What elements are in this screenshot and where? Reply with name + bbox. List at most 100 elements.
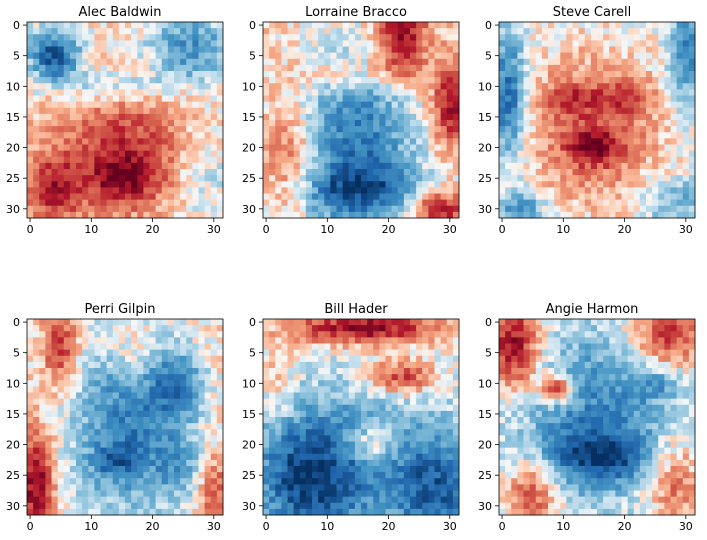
heatmap-cell [125, 325, 132, 332]
heatmap-cell [186, 355, 193, 363]
heatmap-cell [609, 52, 616, 60]
heatmap-cell [186, 193, 193, 201]
heatmap-cell [161, 144, 169, 152]
heatmap-cell [391, 423, 399, 430]
heatmap-cell [100, 429, 108, 436]
heatmap-cell [161, 508, 169, 516]
heatmap-cell [287, 410, 295, 418]
heatmap-cell [664, 187, 671, 194]
heatmap-cell [299, 46, 307, 54]
heatmap-cell [452, 132, 460, 139]
heatmap-cell [149, 368, 157, 375]
heatmap-cell [155, 398, 163, 406]
heatmap-cell [385, 138, 393, 145]
heatmap-cell [397, 199, 405, 207]
heatmap-cell [682, 144, 690, 152]
heatmap-cell [572, 107, 580, 115]
heatmap-cell [633, 52, 641, 60]
heatmap-cell [161, 169, 169, 176]
heatmap-cell [330, 441, 337, 449]
heatmap-cell [51, 404, 59, 412]
heatmap-cell [137, 162, 144, 170]
heatmap-cell [204, 472, 212, 479]
heatmap-cell [198, 40, 206, 47]
heatmap-cell [379, 447, 386, 455]
heatmap-cell [434, 325, 442, 332]
heatmap-cell [125, 417, 132, 424]
heatmap-cell [287, 199, 295, 207]
heatmap-cell [198, 64, 206, 72]
heatmap-cell [403, 331, 411, 338]
heatmap-cell [69, 187, 77, 194]
heatmap-cell [131, 466, 138, 473]
heatmap-cell [94, 423, 101, 430]
heatmap-cell [397, 113, 405, 121]
heatmap-cell [646, 22, 653, 29]
heatmap-cell [529, 71, 537, 78]
heatmap-cell [676, 89, 684, 96]
heatmap-cell [100, 325, 108, 332]
heatmap-cell [118, 107, 126, 115]
heatmap-cell [51, 466, 59, 473]
heatmap-cell [112, 64, 120, 72]
heatmap-cell [100, 193, 108, 201]
heatmap-cell [293, 386, 301, 393]
heatmap-cell [131, 46, 138, 54]
heatmap-cell [192, 95, 199, 103]
heatmap-cell [131, 83, 138, 90]
heatmap-cell [167, 398, 175, 406]
heatmap-cell [511, 77, 518, 84]
heatmap-cell [63, 64, 71, 72]
heatmap-cell [541, 52, 549, 60]
heatmap-cell [155, 169, 163, 176]
heatmap-cell [664, 156, 671, 164]
heatmap-cell [633, 132, 641, 139]
heatmap-cell [39, 417, 46, 424]
heatmap-cell [192, 40, 199, 47]
heatmap-cell [174, 404, 181, 412]
heatmap-cell [39, 52, 46, 60]
heatmap-cell [397, 83, 405, 90]
y-tick-label: 25 [6, 172, 20, 185]
heatmap-cell [88, 169, 95, 176]
heatmap-cell [149, 193, 157, 201]
heatmap-cell [76, 484, 83, 491]
heatmap-cell [348, 156, 356, 164]
heatmap-cell [452, 435, 460, 442]
heatmap-cell [336, 331, 344, 338]
heatmap-cell [410, 459, 417, 467]
heatmap-cell [125, 478, 132, 485]
heatmap-cell [318, 349, 325, 357]
heatmap-cell [523, 120, 531, 127]
heatmap-cell [312, 337, 319, 344]
heatmap-cell [385, 199, 393, 207]
heatmap-cell [293, 429, 301, 436]
heatmap-cell [422, 211, 429, 219]
heatmap-cell [275, 435, 282, 442]
heatmap-cell [603, 132, 610, 139]
heatmap-cell [161, 156, 169, 164]
heatmap-cell [505, 77, 512, 84]
heatmap-cell [590, 113, 598, 121]
heatmap-cell [446, 447, 454, 455]
heatmap-cell [615, 156, 622, 164]
heatmap-cell [511, 101, 518, 109]
heatmap-cell [51, 162, 59, 170]
heatmap-cell [348, 453, 356, 461]
heatmap-cell [112, 355, 120, 363]
heatmap-cell [541, 193, 549, 201]
heatmap-cell [180, 107, 187, 115]
heatmap-cell [287, 187, 295, 194]
heatmap-cell [51, 40, 59, 47]
heatmap-cell [161, 386, 169, 393]
x-tick-label: 20 [382, 223, 396, 236]
heatmap-cell [529, 46, 537, 54]
heatmap-cell [646, 52, 653, 60]
heatmap-cell [440, 459, 448, 467]
heatmap-cell [82, 64, 89, 72]
heatmap-cell [422, 113, 429, 121]
heatmap-cell [204, 89, 212, 96]
heatmap-cell [263, 349, 270, 357]
heatmap-cell [397, 95, 405, 103]
heatmap-cell [63, 417, 71, 424]
